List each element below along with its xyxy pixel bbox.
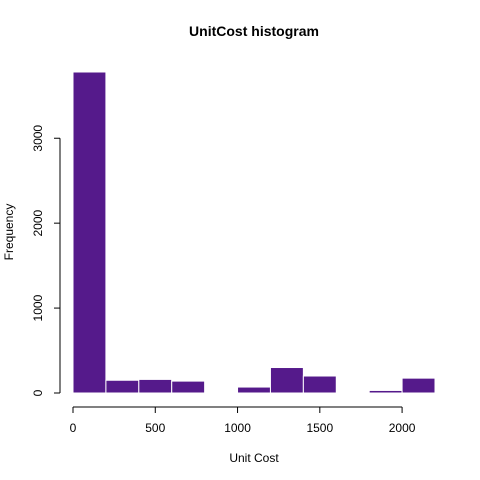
histogram-bar xyxy=(105,379,140,394)
x-tick-label: 2000 xyxy=(389,421,416,435)
bars-group xyxy=(72,71,436,394)
histogram-bar xyxy=(368,389,403,394)
y-axis-label: Frequency xyxy=(2,204,16,261)
x-axis-label: Unit Cost xyxy=(229,451,279,465)
x-tick-label: 500 xyxy=(145,421,165,435)
y-tick-label: 3000 xyxy=(31,125,45,152)
x-tick-label: 0 xyxy=(70,421,77,435)
histogram-bar xyxy=(401,377,436,394)
histogram-bar xyxy=(302,375,337,394)
histogram-bar xyxy=(237,386,271,394)
y-tick-label: 1000 xyxy=(31,294,45,321)
y-axis: 0 1000 2000 3000 xyxy=(31,125,61,396)
histogram-bar xyxy=(138,378,173,394)
histogram-bar xyxy=(72,71,107,394)
x-tick-label: 1000 xyxy=(224,421,251,435)
x-tick-label: 1500 xyxy=(306,421,333,435)
chart-title: UnitCost histogram xyxy=(189,23,319,39)
y-tick-label: 2000 xyxy=(31,209,45,236)
x-axis: 0 500 1000 1500 2000 xyxy=(70,406,416,435)
histogram-bar xyxy=(269,367,304,394)
histogram-bar xyxy=(171,380,206,394)
y-tick-label: 0 xyxy=(31,389,45,396)
